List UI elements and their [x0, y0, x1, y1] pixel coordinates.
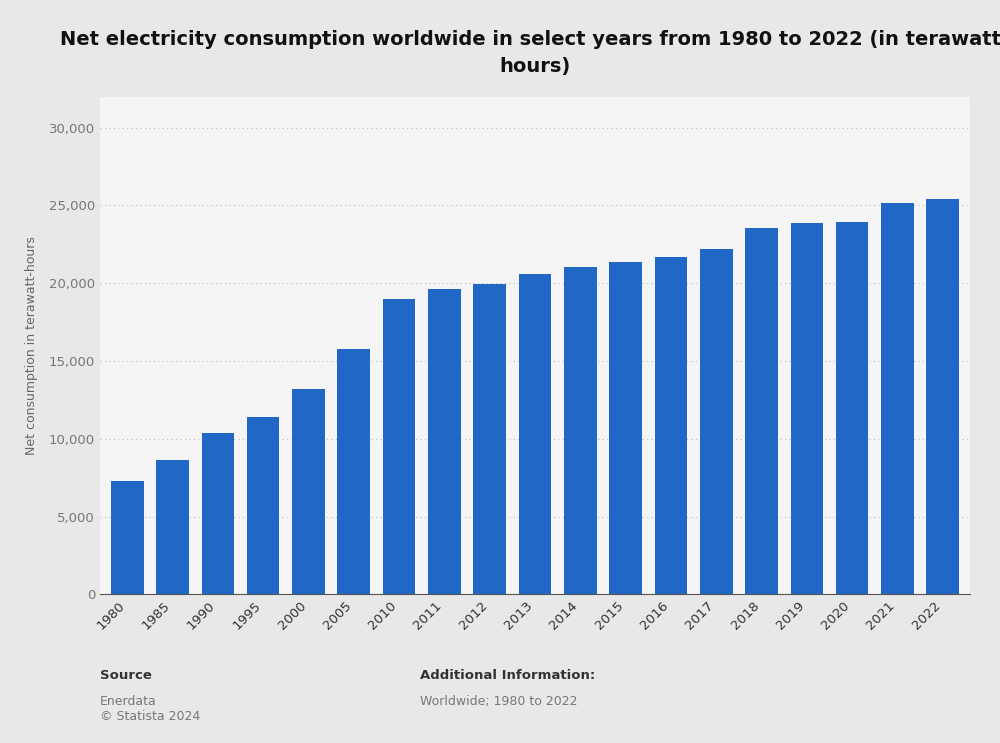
- Bar: [609, 262, 642, 594]
- Bar: [473, 284, 506, 594]
- Bar: [564, 267, 597, 594]
- Bar: [881, 203, 914, 594]
- Bar: [745, 228, 778, 594]
- Bar: [519, 274, 551, 594]
- Y-axis label: Net consumption in terawatt-hours: Net consumption in terawatt-hours: [25, 236, 38, 455]
- Text: Worldwide; 1980 to 2022: Worldwide; 1980 to 2022: [420, 695, 578, 707]
- Bar: [655, 257, 687, 594]
- Bar: [926, 199, 959, 594]
- Bar: [202, 433, 234, 594]
- Bar: [156, 460, 189, 594]
- Bar: [791, 223, 823, 594]
- Bar: [292, 389, 325, 594]
- Text: Additional Information:: Additional Information:: [420, 669, 595, 681]
- Bar: [383, 299, 415, 594]
- Text: Source: Source: [100, 669, 152, 681]
- Bar: [700, 249, 733, 594]
- Bar: [111, 481, 144, 594]
- Bar: [337, 349, 370, 594]
- Text: Enerdata
© Statista 2024: Enerdata © Statista 2024: [100, 695, 200, 723]
- Bar: [428, 289, 461, 594]
- Bar: [247, 417, 279, 594]
- Bar: [836, 222, 868, 594]
- Title: Net electricity consumption worldwide in select years from 1980 to 2022 (in tera: Net electricity consumption worldwide in…: [60, 30, 1000, 76]
